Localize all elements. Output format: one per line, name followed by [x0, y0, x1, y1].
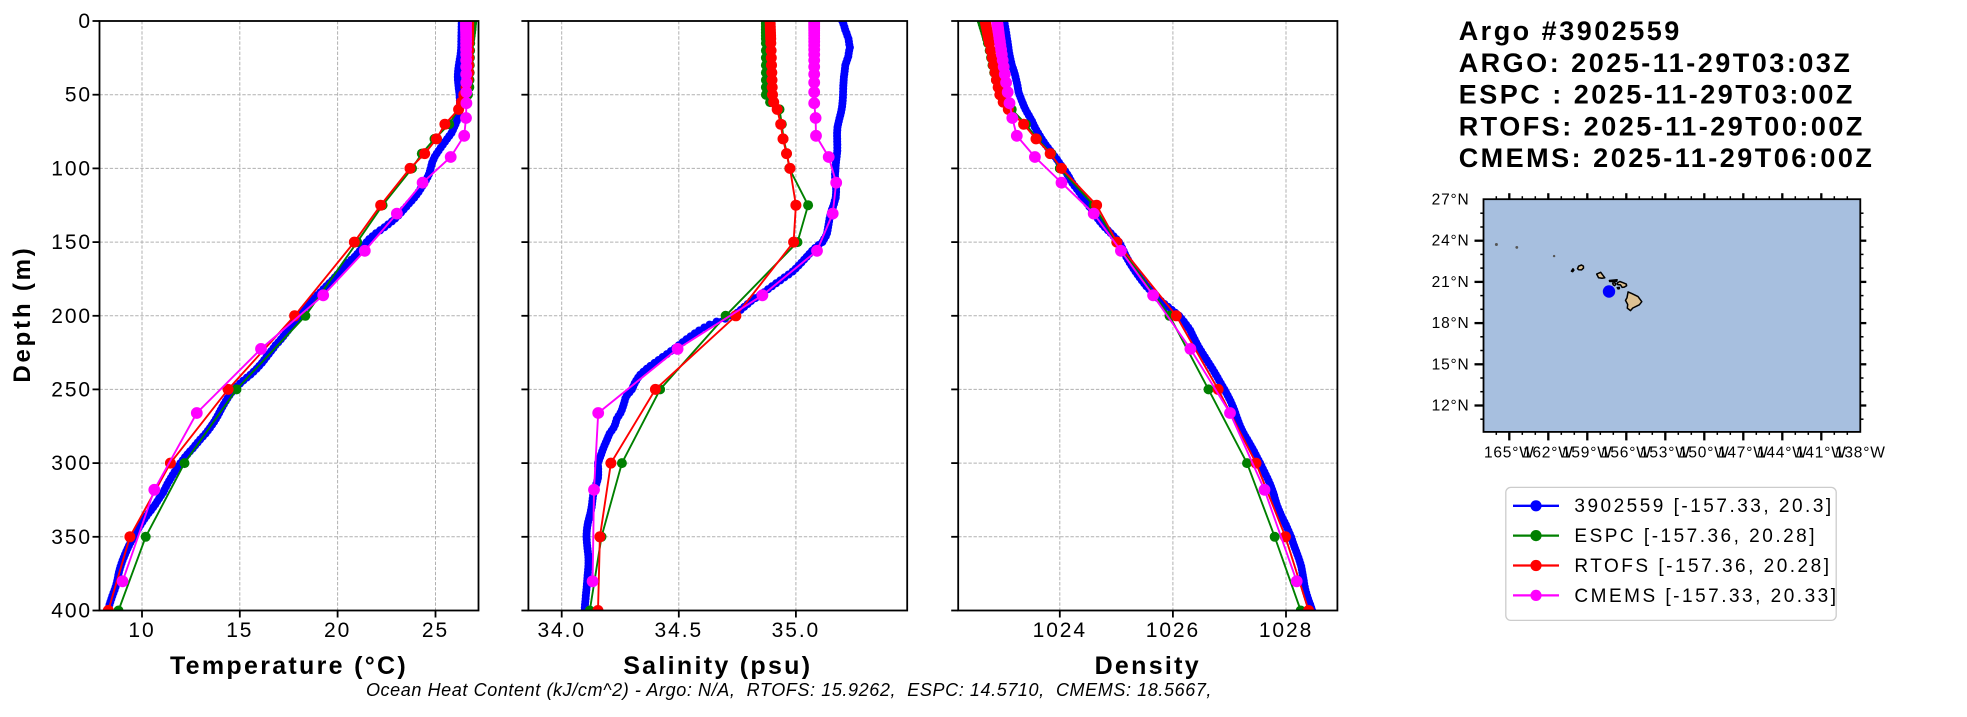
svg-text:141°W: 141°W [1796, 445, 1847, 462]
svg-text:0: 0 [78, 10, 92, 33]
svg-text:RTOFS: 2025-11-29T00:00Z: RTOFS: 2025-11-29T00:00Z [1459, 111, 1865, 141]
svg-text:27°N: 27°N [1432, 192, 1470, 209]
svg-text:150°W: 150°W [1679, 445, 1730, 462]
svg-text:3902559 [-157.33, 20.3]: 3902559 [-157.33, 20.3] [1574, 496, 1833, 517]
svg-text:Depth (m): Depth (m) [9, 245, 36, 382]
svg-text:15: 15 [226, 619, 253, 642]
svg-text:Ocean Heat Content (kJ/cm^2) -: Ocean Heat Content (kJ/cm^2) - Argo: N/A… [366, 680, 1212, 700]
svg-text:1024: 1024 [1033, 619, 1087, 642]
svg-text:20: 20 [324, 619, 351, 642]
svg-text:21°N: 21°N [1432, 274, 1470, 291]
svg-text:159°W: 159°W [1562, 445, 1613, 462]
svg-text:100: 100 [51, 157, 92, 180]
svg-text:RTOFS [-157.36, 20.28]: RTOFS [-157.36, 20.28] [1574, 556, 1831, 577]
svg-text:ARGO: 2025-11-29T03:03Z: ARGO: 2025-11-29T03:03Z [1459, 48, 1853, 78]
svg-text:Temperature (°C): Temperature (°C) [170, 652, 408, 680]
svg-text:34.5: 34.5 [655, 619, 703, 642]
svg-text:Argo #3902559: Argo #3902559 [1459, 16, 1682, 46]
svg-text:Density: Density [1095, 652, 1201, 680]
svg-text:CMEMS [-157.33, 20.33]: CMEMS [-157.33, 20.33] [1574, 586, 1838, 607]
svg-text:156°W: 156°W [1601, 445, 1652, 462]
svg-text:12°N: 12°N [1432, 398, 1470, 415]
svg-text:300: 300 [51, 452, 92, 475]
svg-text:CMEMS: 2025-11-29T06:00Z: CMEMS: 2025-11-29T06:00Z [1459, 143, 1875, 173]
svg-text:24°N: 24°N [1432, 233, 1470, 250]
svg-text:400: 400 [51, 600, 92, 623]
svg-text:1026: 1026 [1146, 619, 1200, 642]
svg-text:147°W: 147°W [1718, 445, 1769, 462]
svg-text:200: 200 [51, 305, 92, 328]
svg-text:144°W: 144°W [1757, 445, 1808, 462]
svg-text:165°W: 165°W [1484, 445, 1535, 462]
svg-text:25: 25 [422, 619, 449, 642]
svg-text:50: 50 [65, 84, 92, 107]
svg-text:34.0: 34.0 [537, 619, 585, 642]
svg-text:138°W: 138°W [1835, 445, 1886, 462]
svg-text:153°W: 153°W [1640, 445, 1691, 462]
svg-text:18°N: 18°N [1432, 315, 1470, 332]
svg-text:ESPC [-157.36, 20.28]: ESPC [-157.36, 20.28] [1574, 526, 1817, 547]
svg-text:35.0: 35.0 [772, 619, 820, 642]
svg-text:350: 350 [51, 526, 92, 549]
svg-text:1028: 1028 [1259, 619, 1313, 642]
svg-text:10: 10 [128, 619, 155, 642]
svg-text:150: 150 [51, 231, 92, 254]
svg-text:Salinity (psu): Salinity (psu) [623, 652, 812, 680]
svg-text:15°N: 15°N [1432, 356, 1470, 373]
svg-text:162°W: 162°W [1523, 445, 1574, 462]
svg-text:ESPC : 2025-11-29T03:00Z: ESPC : 2025-11-29T03:00Z [1459, 80, 1855, 110]
svg-text:250: 250 [51, 378, 92, 401]
